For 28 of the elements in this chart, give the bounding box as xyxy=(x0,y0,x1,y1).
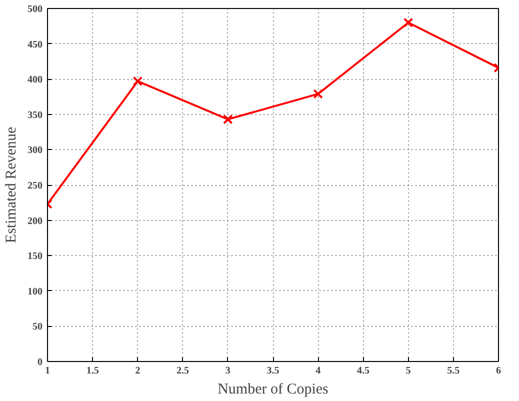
y-tick-label: 350 xyxy=(28,110,42,121)
y-tick-label: 400 xyxy=(28,74,42,86)
x-axis-title: Number of Copies xyxy=(218,382,329,398)
y-tick-label: 500 xyxy=(28,4,42,15)
y-tick-label: 0 xyxy=(38,357,42,368)
y-tick-label: 200 xyxy=(28,216,42,227)
y-tick-label: 250 xyxy=(28,180,42,192)
y-tick-label: 100 xyxy=(28,286,42,298)
x-tick-label: 4.5 xyxy=(356,366,370,376)
x-tick-label: 2 xyxy=(135,366,140,376)
point xyxy=(403,18,414,28)
y-tick-label: 450 xyxy=(28,39,42,50)
x-tick-label: 2.5 xyxy=(176,366,190,376)
y-tick-label: 150 xyxy=(28,251,42,262)
x-tick-label: 5.5 xyxy=(447,366,460,376)
point xyxy=(132,76,143,86)
y-axis-title: Estimated Revenue xyxy=(4,126,20,244)
x-tick-label: 6 xyxy=(496,366,501,376)
point xyxy=(223,114,233,124)
point xyxy=(313,89,323,99)
x-tick-label: 3 xyxy=(225,366,230,376)
x-tick-label: 1 xyxy=(45,366,50,376)
y-tick-label: 50 xyxy=(32,322,42,333)
x-tick-label: 3.5 xyxy=(266,366,280,376)
x-tick-label: 5 xyxy=(406,366,411,376)
x-tick-label: 4 xyxy=(316,366,321,376)
x-tick-label: 1.5 xyxy=(86,366,99,376)
y-tick-label: 300 xyxy=(28,145,42,156)
